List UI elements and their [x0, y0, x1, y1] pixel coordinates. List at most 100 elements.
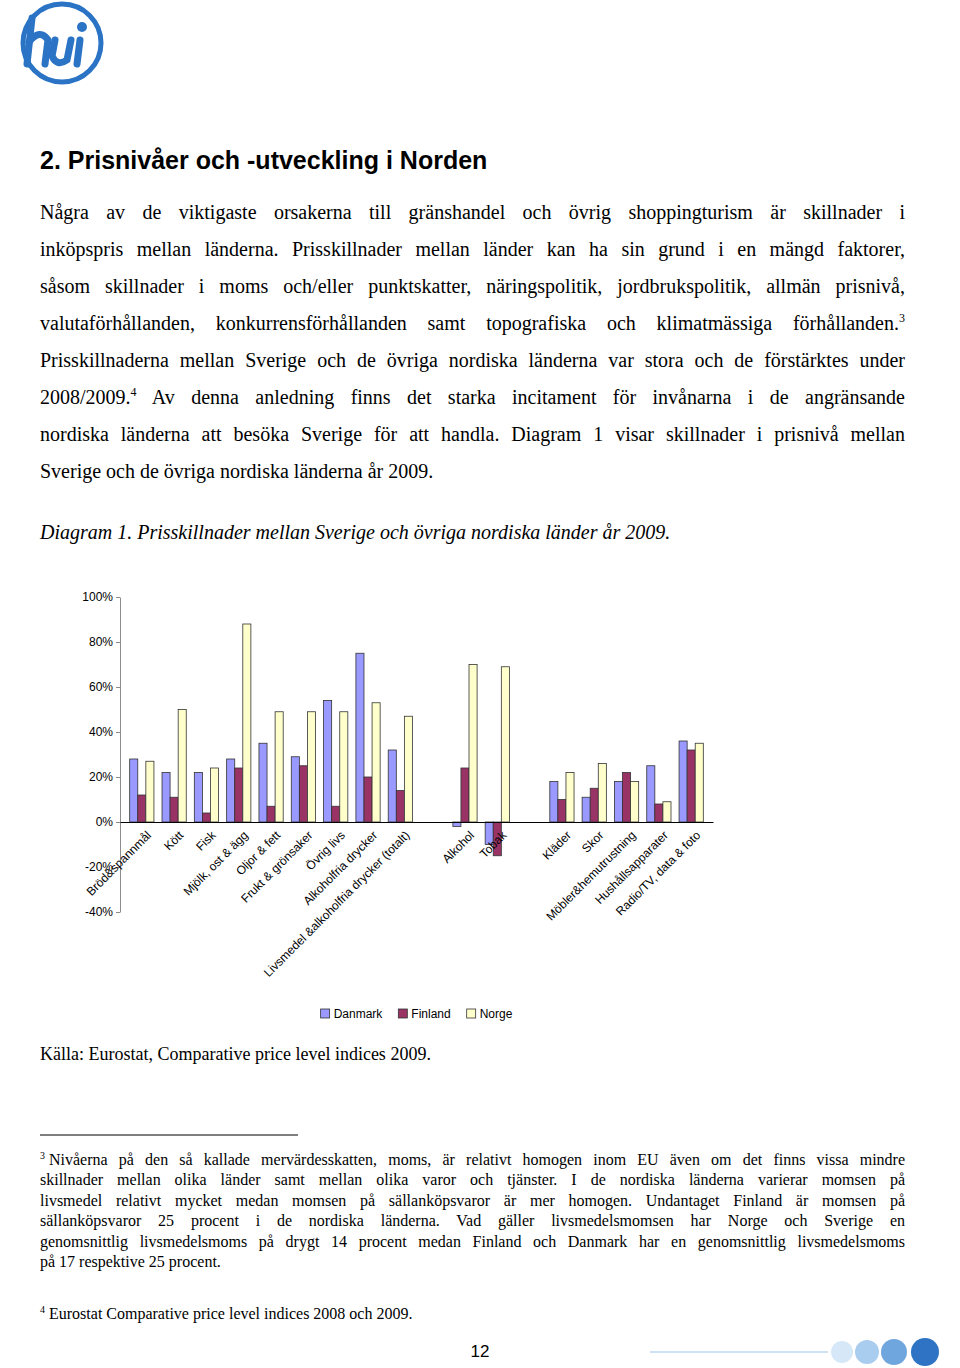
- bar: [647, 766, 655, 822]
- bar: [590, 788, 598, 822]
- text-run: valutaförhållanden, konkurrensförhålland…: [40, 312, 899, 334]
- y-tick-mark: [116, 777, 120, 778]
- bar: [138, 795, 146, 822]
- bar: [291, 757, 299, 822]
- y-tick-label: 80%: [89, 635, 113, 649]
- y-tick: 0%: [96, 815, 120, 829]
- x-axis: Bröd&spannmålKöttFiskMjölk, ost & äggOlj…: [84, 822, 714, 980]
- text-run: såsom skillnader i moms och/eller punkts…: [40, 275, 905, 297]
- x-tick-label: Alkohol: [439, 828, 477, 866]
- chart: -40%-20%0%20%40%60%80%100%Bröd&spannmålK…: [82, 590, 713, 979]
- x-tick-label: Kött: [161, 828, 186, 853]
- text-run: Av denna anledning finns det starka inci…: [137, 386, 905, 408]
- text-run: Eurostat Comparative price level indices…: [49, 1305, 412, 1322]
- footnote-line: på 17 respektive 25 procent.: [40, 1252, 905, 1272]
- bar: [404, 716, 412, 822]
- bar: [130, 759, 138, 822]
- bar: [194, 773, 202, 823]
- bar: [558, 800, 566, 823]
- x-tick-label: Skor: [579, 828, 606, 855]
- y-tick-mark: [116, 597, 120, 598]
- footnote-mark: 3: [40, 1150, 45, 1161]
- x-tick: Radio/TV, data & foto: [613, 822, 703, 918]
- y-tick-mark: [116, 732, 120, 733]
- legend-swatch: [467, 1009, 476, 1018]
- source: Källa: Eurostat, Comparative price level…: [40, 1042, 431, 1066]
- footnote-mark: 4: [40, 1304, 45, 1315]
- bar: [550, 782, 558, 823]
- bar: [623, 773, 631, 823]
- y-tick-label: 0%: [96, 815, 114, 829]
- x-tick: Kött: [161, 822, 186, 853]
- bar-series: [146, 624, 703, 822]
- y-tick-label: 60%: [89, 680, 113, 694]
- bar: [614, 782, 622, 823]
- y-tick-mark: [116, 822, 120, 823]
- footnote-ref: 4: [131, 385, 137, 399]
- footnote-line: 3Nivåerna på den så kallade mervärdesska…: [40, 1150, 905, 1170]
- bar: [655, 804, 663, 822]
- bar: [227, 759, 235, 822]
- paragraph-line: nordiska länderna att besöka Sverige för…: [40, 416, 905, 453]
- bar: [170, 797, 178, 822]
- y-tick-mark: [116, 687, 120, 688]
- footnote-line: sällanköpsvaror 25 procent i de nordiska…: [40, 1211, 905, 1231]
- footer-dot: [831, 1341, 853, 1363]
- x-tick: Fisk: [193, 822, 219, 854]
- text-run: på 17 respektive 25 procent.: [40, 1253, 221, 1270]
- footer-dot: [881, 1339, 907, 1365]
- y-tick: 20%: [89, 770, 120, 784]
- legend-swatch: [398, 1009, 407, 1018]
- paragraph-line: Sverige och de övriga nordiska länderna …: [40, 453, 905, 490]
- y-tick-mark: [116, 642, 120, 643]
- y-tick-label: 100%: [82, 590, 113, 604]
- bar: [259, 743, 267, 822]
- paragraph-line: såsom skillnader i moms och/eller punkts…: [40, 268, 905, 305]
- bar: [324, 701, 332, 823]
- bar: [663, 802, 671, 822]
- bar: [469, 665, 477, 823]
- legend-item: Danmark: [321, 1007, 384, 1021]
- paragraph-line: Några av de viktigaste orsakerna till gr…: [40, 194, 905, 231]
- y-tick: 40%: [89, 725, 120, 739]
- bar: [243, 624, 251, 822]
- text-run: nordiska länderna att besöka Sverige för…: [40, 423, 905, 445]
- legend-item: Norge: [467, 1007, 513, 1021]
- x-tick: Kläder: [540, 822, 574, 863]
- page: -40%-20%0%20%40%60%80%100%Bröd&spannmålK…: [0, 0, 960, 1368]
- logo-ring: [23, 4, 101, 82]
- bar: [307, 712, 315, 822]
- heading: 2. Prisnivåer och -utveckling i Norden: [40, 146, 487, 175]
- bar-series: [130, 653, 687, 844]
- y-tick-label: 20%: [89, 770, 113, 784]
- footer-line: [650, 1351, 828, 1353]
- text-run: Några av de viktigaste orsakerna till gr…: [40, 201, 905, 223]
- paragraph-line: 2008/2009.4 Av denna anledning finns det…: [40, 379, 905, 416]
- x-tick: Livsmedel &alkoholfria drycker (totalt): [261, 822, 412, 980]
- text-run: genomsnittlig livsmedelsmoms på drygt 14…: [40, 1233, 905, 1250]
- legend-label: Danmark: [334, 1007, 384, 1021]
- paragraph-line: inköpspris mellan länderna. Prisskillnad…: [40, 231, 905, 268]
- bar: [178, 710, 186, 823]
- page-number: 12: [440, 1341, 520, 1363]
- logo-dot: [77, 22, 87, 32]
- bar: [267, 806, 275, 822]
- bar: [162, 773, 170, 823]
- legend-label: Norge: [480, 1007, 513, 1021]
- text-run: 2008/2009.: [40, 386, 131, 408]
- bar-series: [138, 750, 695, 856]
- footer-decoration: [650, 1338, 939, 1366]
- bar: [695, 743, 703, 822]
- bar: [275, 712, 283, 822]
- text-run: Sverige och de övriga nordiska länderna …: [40, 460, 433, 482]
- bar: [566, 773, 574, 823]
- bar: [299, 766, 307, 822]
- x-tick-label: Kläder: [540, 828, 574, 862]
- footer-dot: [911, 1338, 939, 1366]
- x-tick-label: Radio/TV, data & foto: [613, 828, 703, 918]
- footnote-line: livsmedel relativt mycket medan momsen p…: [40, 1191, 905, 1211]
- x-tick-label: Tobak: [477, 828, 510, 861]
- y-tick-label: 40%: [89, 725, 113, 739]
- x-tick: Tobak: [477, 822, 510, 861]
- y-tick: 80%: [89, 635, 120, 649]
